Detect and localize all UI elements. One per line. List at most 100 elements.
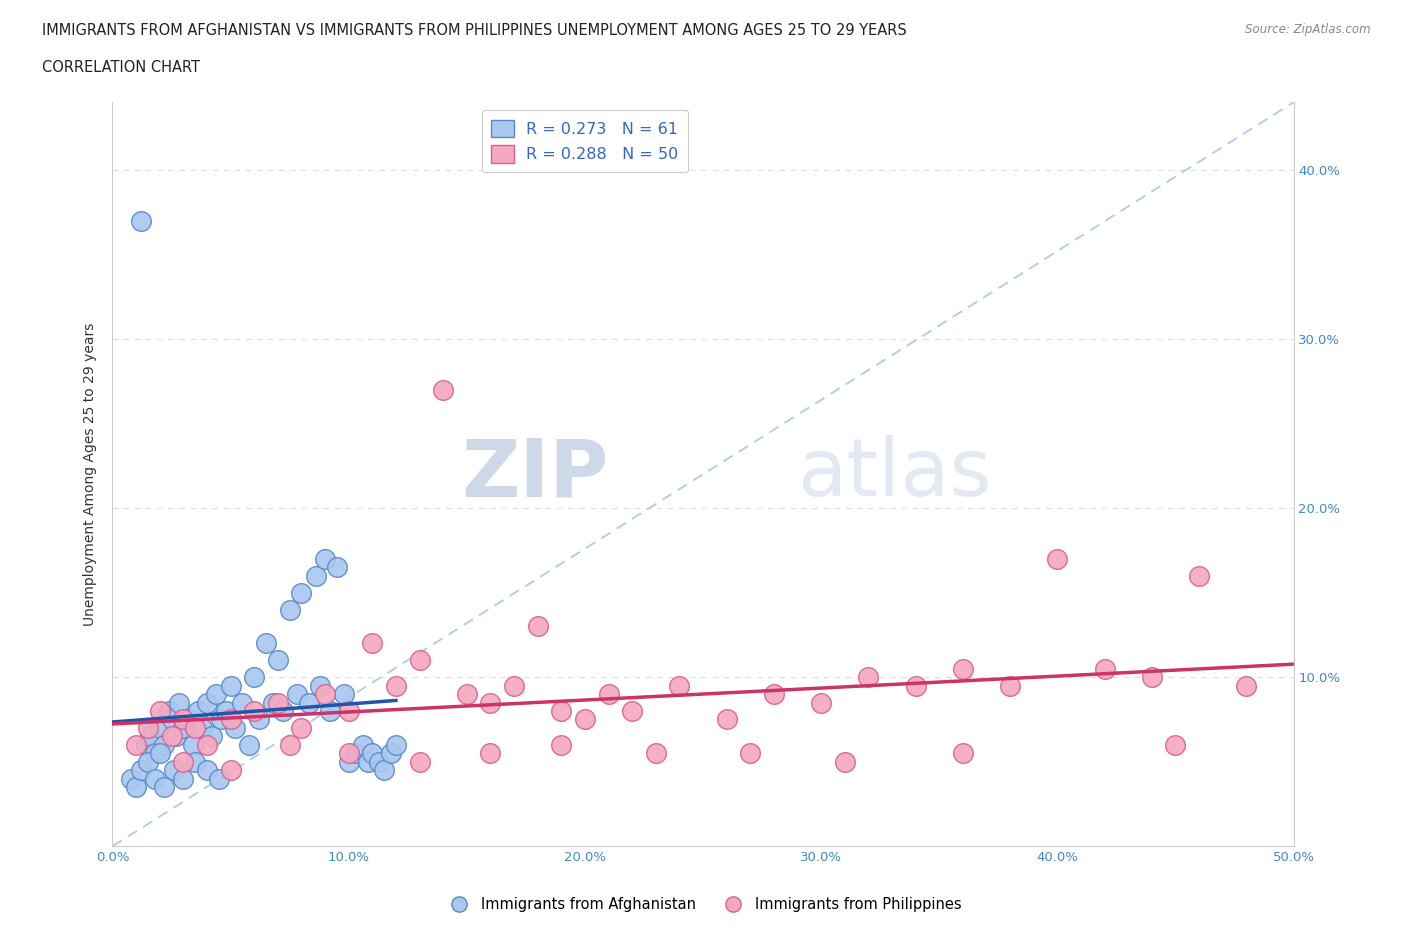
Point	[243, 670, 266, 684]
Point	[247, 712, 270, 727]
Point	[385, 737, 408, 752]
Text: CORRELATION CHART: CORRELATION CHART	[42, 60, 200, 75]
Point	[195, 695, 218, 710]
Point	[172, 754, 194, 769]
Point	[278, 737, 301, 752]
Point	[368, 754, 391, 769]
Point	[337, 754, 360, 769]
Point	[181, 737, 204, 752]
Point	[644, 746, 666, 761]
Point	[904, 678, 927, 693]
Point	[526, 619, 548, 634]
Point	[373, 763, 395, 777]
Point	[195, 737, 218, 752]
Point	[668, 678, 690, 693]
Point	[143, 771, 166, 786]
Point	[998, 678, 1021, 693]
Point	[172, 721, 194, 736]
Text: IMMIGRANTS FROM AFGHANISTAN VS IMMIGRANTS FROM PHILIPPINES UNEMPLOYMENT AMONG AG: IMMIGRANTS FROM AFGHANISTAN VS IMMIGRANT…	[42, 23, 907, 38]
Point	[262, 695, 284, 710]
Point	[326, 560, 349, 575]
Point	[219, 712, 242, 727]
Point	[139, 729, 162, 744]
Point	[344, 746, 367, 761]
Point	[129, 213, 152, 228]
Point	[267, 695, 290, 710]
Point	[361, 746, 384, 761]
Point	[163, 763, 186, 777]
Text: atlas: atlas	[797, 435, 991, 513]
Point	[479, 695, 502, 710]
Point	[762, 686, 785, 701]
Point	[184, 754, 207, 769]
Point	[810, 695, 832, 710]
Legend: Immigrants from Afghanistan, Immigrants from Philippines: Immigrants from Afghanistan, Immigrants …	[439, 891, 967, 918]
Point	[209, 712, 232, 727]
Point	[231, 695, 253, 710]
Point	[1046, 551, 1069, 566]
Point	[136, 721, 159, 736]
Point	[834, 754, 856, 769]
Point	[267, 653, 290, 668]
Point	[254, 636, 277, 651]
Point	[285, 686, 308, 701]
Point	[208, 771, 231, 786]
Point	[136, 754, 159, 769]
Point	[1094, 661, 1116, 676]
Point	[149, 721, 172, 736]
Point	[621, 704, 644, 719]
Point	[125, 779, 148, 794]
Point	[143, 746, 166, 761]
Point	[271, 704, 294, 719]
Point	[278, 602, 301, 617]
Point	[219, 678, 242, 693]
Point	[574, 712, 596, 727]
Point	[238, 737, 260, 752]
Point	[165, 729, 187, 744]
Point	[172, 712, 194, 727]
Point	[361, 636, 384, 651]
Point	[290, 721, 312, 736]
Point	[135, 737, 157, 752]
Point	[550, 704, 572, 719]
Point	[215, 704, 238, 719]
Point	[550, 737, 572, 752]
Point	[503, 678, 526, 693]
Point	[858, 670, 880, 684]
Point	[160, 712, 183, 727]
Point	[290, 585, 312, 600]
Point	[120, 771, 142, 786]
Point	[716, 712, 738, 727]
Point	[352, 737, 374, 752]
Point	[149, 746, 172, 761]
Point	[191, 721, 214, 736]
Point	[1234, 678, 1257, 693]
Point	[385, 678, 408, 693]
Point	[408, 653, 430, 668]
Point	[205, 686, 228, 701]
Text: ZIP: ZIP	[461, 435, 609, 513]
Point	[337, 704, 360, 719]
Point	[333, 686, 356, 701]
Point	[153, 737, 176, 752]
Point	[224, 721, 246, 736]
Point	[309, 678, 332, 693]
Point	[598, 686, 620, 701]
Point	[1164, 737, 1187, 752]
Point	[952, 661, 974, 676]
Point	[380, 746, 402, 761]
Point	[432, 382, 454, 397]
Point	[172, 771, 194, 786]
Point	[297, 695, 319, 710]
Point	[153, 779, 176, 794]
Y-axis label: Unemployment Among Ages 25 to 29 years: Unemployment Among Ages 25 to 29 years	[83, 323, 97, 626]
Point	[314, 686, 336, 701]
Point	[479, 746, 502, 761]
Point	[125, 737, 148, 752]
Point	[740, 746, 762, 761]
Point	[177, 712, 200, 727]
Point	[219, 763, 242, 777]
Point	[195, 763, 218, 777]
Point	[952, 746, 974, 761]
Point	[160, 729, 183, 744]
